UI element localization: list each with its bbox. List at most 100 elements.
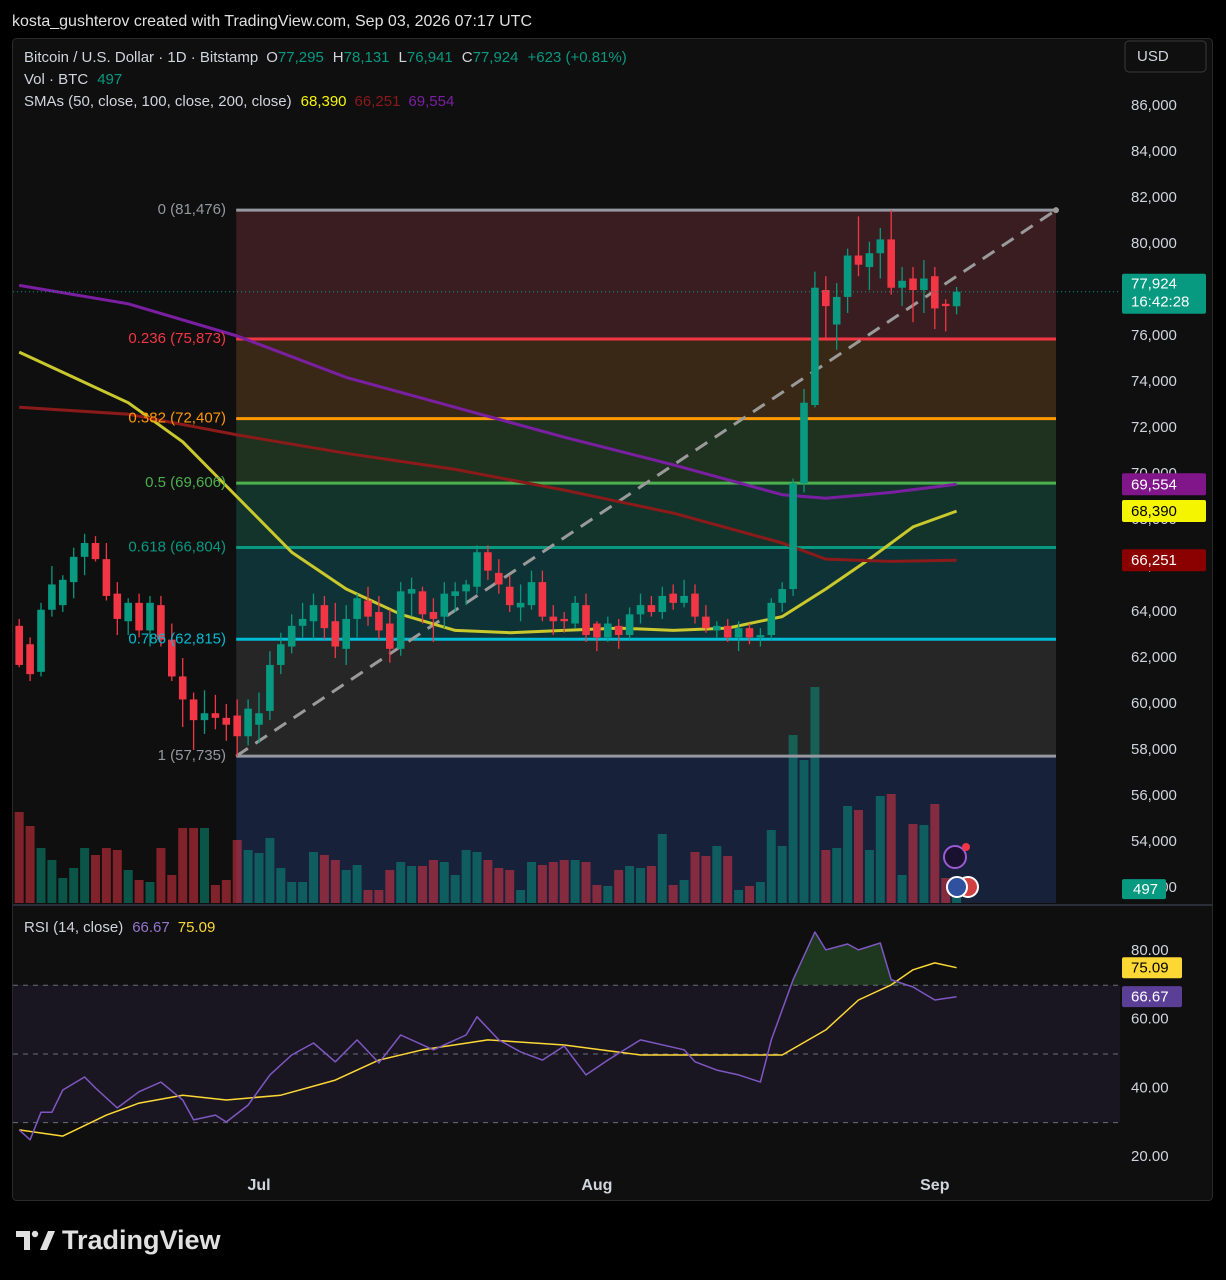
volume-bar	[101, 848, 111, 903]
candle-body	[102, 559, 111, 596]
volume-bar	[712, 846, 722, 903]
fib-label: 0.5 (69,606)	[145, 474, 226, 491]
volume-bar	[646, 866, 656, 903]
candle-body	[745, 628, 754, 638]
volume-bar	[461, 850, 471, 903]
volume-bar	[243, 850, 253, 903]
candle-body	[691, 593, 699, 617]
candle-body	[15, 625, 23, 665]
volume-bar	[657, 834, 667, 903]
volume-bar	[210, 885, 220, 903]
candle-body	[113, 593, 122, 619]
candle-body	[342, 618, 350, 649]
volume-bar	[363, 890, 373, 903]
rsi-tick-label: 80.00	[1131, 942, 1169, 959]
volume-badge-bg	[1122, 879, 1166, 900]
candle-body	[811, 287, 819, 406]
volume-bar	[494, 868, 504, 903]
candle-body	[931, 276, 939, 309]
volume-bar	[516, 890, 526, 903]
candle-body	[789, 483, 797, 590]
header: kosta_gushterov created with TradingView…	[12, 13, 532, 30]
volume-bar	[254, 853, 264, 903]
volume-bar	[319, 855, 329, 903]
overbought-fill	[19, 932, 957, 986]
volume-bar	[450, 875, 460, 903]
volume-bar	[418, 866, 427, 903]
currency-button[interactable]	[1124, 40, 1207, 73]
candle-body	[484, 552, 492, 571]
sma-badge: 66,251	[1131, 552, 1177, 569]
legend-text: H	[333, 49, 344, 66]
volume-bar	[810, 687, 820, 903]
logo: TradingView	[16, 1225, 222, 1255]
overlay: 0 (81,476) 0.236 (75,873) 0.382 (72,407) 0.…	[24, 49, 1206, 1194]
volume-bar	[854, 810, 863, 903]
candle-body	[146, 602, 154, 631]
candle-body	[244, 708, 252, 737]
volume-bar	[832, 848, 842, 903]
candle-body	[69, 556, 78, 583]
legend-text: 75.09	[178, 919, 216, 936]
candle-body	[909, 278, 917, 291]
candle-body	[920, 278, 928, 291]
candle-body	[157, 605, 165, 640]
sma-line	[18, 350, 958, 635]
volume-bar	[91, 855, 100, 903]
sma-badge-bg	[1122, 473, 1206, 496]
candle-body	[854, 255, 863, 265]
candle-body	[865, 253, 874, 268]
volume-bar	[777, 846, 787, 903]
fib-label: 0.786 (62,815)	[128, 630, 226, 647]
candle-body	[407, 589, 416, 594]
candle-body	[702, 616, 710, 629]
legend-text: O	[266, 49, 278, 66]
candle-body	[473, 552, 481, 587]
legend-text: 66,251	[355, 93, 401, 110]
candle-body	[429, 612, 438, 619]
candle-body	[48, 584, 56, 610]
x-tick-label: Sep	[920, 1177, 950, 1194]
rsi-band	[13, 985, 1120, 1123]
volume-bar	[200, 828, 209, 903]
volume-bar	[309, 852, 318, 903]
candle-body	[571, 602, 579, 624]
volume-bar	[265, 838, 275, 903]
candle-body	[843, 255, 852, 297]
candle-body	[353, 598, 361, 619]
candle-body	[636, 605, 645, 615]
candle-body	[80, 543, 89, 557]
rsi-badge: 66.67	[1131, 989, 1169, 1006]
volume-bar	[47, 860, 57, 903]
fib-band	[236, 210, 1056, 339]
volume-bar	[276, 868, 286, 903]
volume-bar	[25, 826, 35, 903]
volume-bar	[298, 882, 308, 903]
fib-band	[236, 338, 1056, 419]
candle-body	[800, 402, 808, 484]
legend-text: 68,390	[301, 93, 347, 110]
volume-bar	[559, 860, 569, 903]
y-tick-label: 76,000	[1131, 327, 1177, 344]
volume-bar	[843, 806, 853, 903]
price-pane	[13, 207, 1120, 903]
volume-bar	[472, 852, 482, 903]
rsi-pane	[13, 931, 1120, 1141]
volume-bar	[352, 865, 362, 903]
candle-body	[418, 591, 427, 615]
y-tick-label: 74,000	[1131, 373, 1177, 390]
volume-bar	[407, 866, 417, 903]
currency[interactable]: USD	[1137, 48, 1169, 65]
rsi-line	[19, 962, 957, 1137]
rsi-badge-bg	[1122, 986, 1182, 1008]
candle-body	[255, 713, 263, 725]
candle-body	[582, 605, 590, 636]
candle-body	[560, 618, 568, 622]
fib-band	[236, 483, 1056, 548]
volume-bar	[80, 848, 90, 903]
volume-bar	[385, 870, 395, 903]
fib-band	[236, 756, 1056, 903]
y-tick-label: 82,000	[1131, 189, 1177, 206]
candle-body	[778, 589, 786, 603]
